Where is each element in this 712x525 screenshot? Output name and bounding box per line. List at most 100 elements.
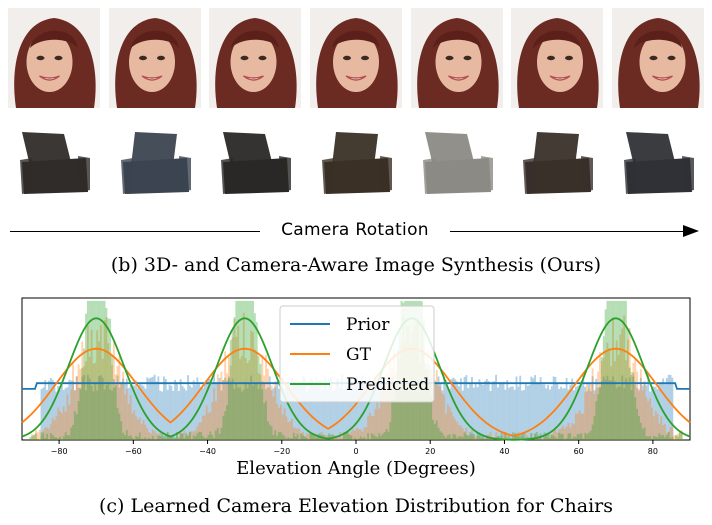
histogram-bar [350,431,353,440]
histogram-bar [237,300,240,440]
histogram-bar [361,374,364,440]
histogram-bar [428,378,431,440]
histogram-bar [597,371,600,440]
histogram-bar [155,439,158,440]
histogram-bar [31,434,34,440]
histogram-bar [176,431,178,440]
histogram-bar [298,384,301,440]
histogram-bar [354,382,356,440]
histogram-bar [261,354,264,440]
histogram-bar [38,439,41,440]
histogram-bar [127,436,130,440]
histogram-bar [628,377,631,440]
histogram-bar [181,385,184,440]
histogram-bar [300,433,303,440]
histogram-bar [341,437,344,440]
histogram-bar [103,320,106,440]
histogram-bar [630,374,633,440]
histogram-bar [465,434,468,440]
histogram-bar [276,403,279,440]
histogram-bar [142,419,145,440]
histogram-bar [582,374,585,440]
histogram-bar [216,374,219,440]
histogram-bar [419,387,421,440]
histogram-bar [370,415,373,440]
histogram-bar [638,388,640,440]
histogram-bar [94,300,97,440]
histogram-bar [547,433,549,440]
histogram-bar [623,388,626,440]
x-tick-label: −60 [125,447,142,456]
histogram-bar [157,376,160,440]
histogram-bar [651,438,653,440]
histogram-bar [363,437,366,440]
histogram-bar [278,407,280,440]
histogram-bar [458,386,460,440]
histogram-bar [255,351,258,440]
histogram-bar [244,358,247,440]
histogram-bar [521,435,523,440]
histogram-bar [680,433,683,440]
histogram-bar [677,433,679,440]
histogram-bar [73,411,76,440]
histogram-bar [159,436,162,440]
histogram-bar [381,381,384,440]
histogram-bar [662,434,665,440]
histogram-bar [114,374,117,440]
histogram-bar [326,389,329,440]
histogram-bar [309,378,312,440]
histogram-bar [422,388,425,440]
histogram-bar [257,389,260,440]
histogram-bar [458,436,460,440]
histogram-bar [265,388,267,440]
histogram-bar [381,433,384,440]
histogram-bar [584,392,587,440]
histogram-bar [628,367,631,440]
histogram-bar [645,385,648,440]
histogram-bar [200,387,202,440]
histogram-bar [435,370,438,440]
histogram-bar [222,415,225,440]
histogram-bar [291,438,293,440]
histogram-bar [90,386,93,440]
histogram-bar [675,435,678,440]
histogram-bar [151,436,154,440]
histogram-bar [625,378,627,440]
histogram-bar [380,435,382,440]
histogram-bar [189,385,191,440]
histogram-bar [472,387,475,440]
histogram-bar [359,429,362,440]
histogram-bar [385,429,388,440]
x-axis-label: Elevation Angle (Degrees) [236,458,476,479]
histogram-bar [493,439,496,440]
histogram-bar [602,336,605,440]
histogram-bar [424,382,427,440]
histogram-bar [569,433,572,440]
histogram-bar [85,390,87,440]
histogram-bar [240,356,243,440]
histogram-bar [517,436,520,440]
face-image [511,8,604,108]
camera-rotation-arrow-line [10,231,264,232]
histogram-bar [205,381,208,440]
histogram-bar [330,434,332,440]
histogram-bar [474,436,477,440]
histogram-bar [90,300,93,440]
histogram-bar [313,433,316,440]
face-image [410,8,503,108]
histogram-bar [68,435,71,440]
histogram-bar [582,413,585,440]
histogram-bar [164,434,167,440]
histogram-bar [198,384,201,440]
histogram-bar [46,433,48,440]
histogram-bar [587,382,590,440]
histogram-bar [487,436,490,440]
histogram-bar [168,437,171,440]
histogram-bar [305,433,308,440]
histogram-bar [330,377,332,440]
histogram-bar [478,379,481,440]
histogram-bar [608,300,611,440]
histogram-bar [376,384,379,440]
histogram-bar [476,387,479,440]
histogram-bar [482,437,485,440]
